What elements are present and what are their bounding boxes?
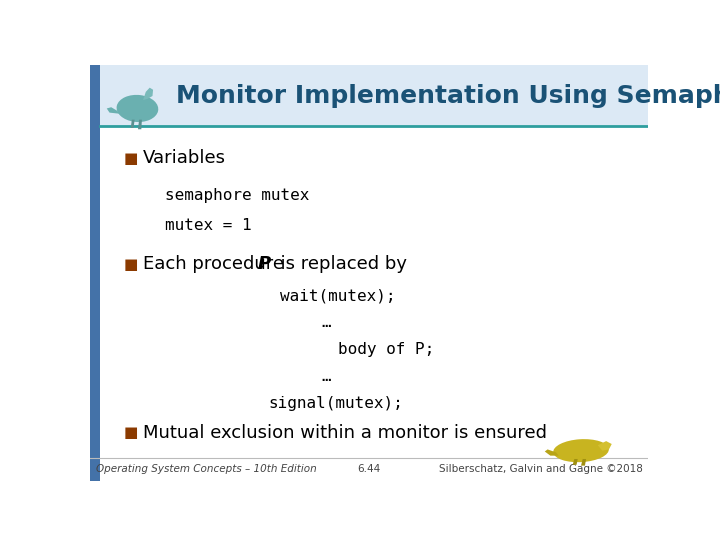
Text: is replaced by: is replaced by xyxy=(269,255,407,273)
Text: ■: ■ xyxy=(124,426,138,440)
Text: …: … xyxy=(322,315,331,330)
Text: P: P xyxy=(258,255,271,273)
Text: signal(mutex);: signal(mutex); xyxy=(269,396,403,411)
Text: 6.44: 6.44 xyxy=(357,464,381,474)
Text: semaphore mutex: semaphore mutex xyxy=(166,188,310,203)
Text: Operating System Concepts – 10th Edition: Operating System Concepts – 10th Edition xyxy=(96,464,316,474)
Text: wait(mutex);: wait(mutex); xyxy=(280,288,395,303)
Text: ■: ■ xyxy=(124,257,138,272)
FancyBboxPatch shape xyxy=(90,65,648,126)
Polygon shape xyxy=(143,87,153,100)
Text: …: … xyxy=(322,369,331,384)
Polygon shape xyxy=(138,120,142,129)
Text: Silberschatz, Galvin and Gagne ©2018: Silberschatz, Galvin and Gagne ©2018 xyxy=(438,464,642,474)
FancyBboxPatch shape xyxy=(90,65,100,481)
Polygon shape xyxy=(131,120,135,128)
Text: Mutual exclusion within a monitor is ensured: Mutual exclusion within a monitor is ens… xyxy=(143,424,547,442)
Text: mutex = 1: mutex = 1 xyxy=(166,218,252,233)
Polygon shape xyxy=(581,459,586,465)
Polygon shape xyxy=(545,449,559,456)
Ellipse shape xyxy=(553,439,609,462)
Polygon shape xyxy=(107,107,121,114)
Text: Monitor Implementation Using Semaphores: Monitor Implementation Using Semaphores xyxy=(176,84,720,107)
Polygon shape xyxy=(572,459,577,465)
Ellipse shape xyxy=(117,95,158,122)
Polygon shape xyxy=(598,441,612,451)
Text: Each procedure: Each procedure xyxy=(143,255,289,273)
Text: Variables: Variables xyxy=(143,150,226,167)
Text: ■: ■ xyxy=(124,151,138,166)
Text: body of P;: body of P; xyxy=(338,342,435,357)
